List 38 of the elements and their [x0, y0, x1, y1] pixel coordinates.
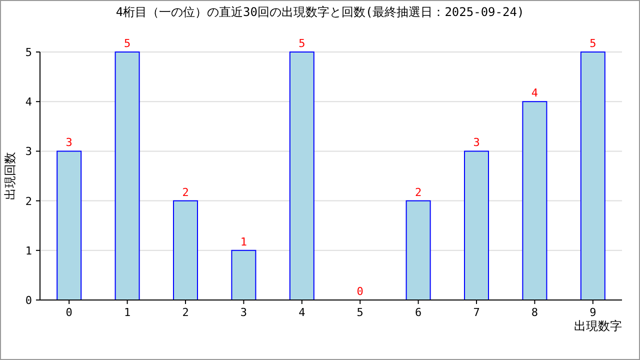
y-tick-label: 3: [25, 145, 32, 158]
y-tick-label: 0: [25, 294, 32, 307]
x-tick-label: 5: [356, 306, 364, 319]
bar: [289, 52, 314, 300]
x-tick-label: 7: [473, 306, 480, 319]
x-tick-label: 2: [182, 306, 189, 319]
data-label: 2: [182, 186, 189, 199]
data-label: 1: [240, 235, 248, 248]
y-tick-label: 4: [25, 96, 32, 109]
x-tick-label: 0: [66, 306, 72, 319]
bar: [580, 52, 606, 300]
y-tick-label: 5: [25, 46, 32, 59]
bar: [56, 150, 82, 300]
data-label: 0: [356, 285, 364, 298]
x-tick-label: 3: [240, 306, 248, 319]
bar: [231, 250, 256, 300]
x-tick-label: 4: [298, 306, 306, 319]
bar: [114, 52, 140, 300]
x-tick-label: 8: [531, 306, 538, 319]
data-label: 5: [590, 37, 596, 50]
bar: [406, 200, 431, 300]
x-tick-label: 6: [414, 306, 422, 319]
x-axis-title: 出現数字: [574, 319, 622, 333]
y-tick-label: 1: [25, 244, 32, 258]
bar: [522, 101, 548, 300]
y-axis-title: 出現回数: [3, 152, 17, 200]
chart-title: 4桁目（一の位）の直近30回の出現数字と回数(最終抽選日：2025-09-24): [116, 5, 524, 19]
bar: [173, 200, 198, 300]
x-tick-label: 1: [124, 306, 131, 319]
data-label: 5: [124, 37, 131, 50]
bar: [464, 150, 489, 300]
data-label: 3: [66, 136, 72, 150]
data-label: 4: [531, 86, 538, 100]
data-label: 2: [414, 186, 422, 199]
x-tick-label: 9: [590, 306, 596, 319]
data-label: 5: [298, 37, 306, 50]
y-tick-label: 2: [25, 194, 32, 208]
data-label: 3: [473, 136, 480, 150]
